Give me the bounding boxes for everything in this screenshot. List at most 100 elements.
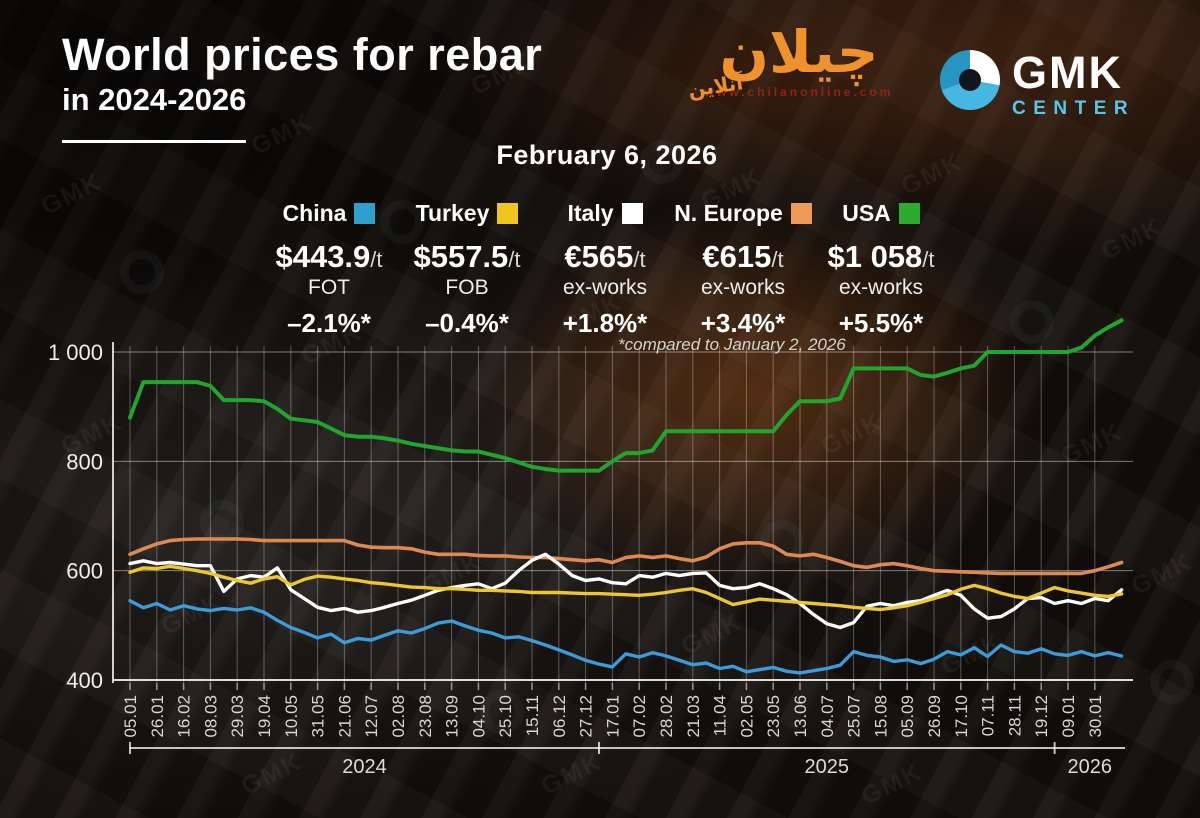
legend-item-n-europe: N. Europe €615/t ex-works +3.4%* [674, 200, 812, 339]
year-label: 2024 [342, 756, 387, 778]
price-value: €615 [702, 239, 772, 274]
x-tick-label: 16.02 [175, 695, 194, 738]
price-unit: /t [370, 247, 383, 272]
x-tick-label: 31.05 [309, 695, 328, 738]
gmk-watermark-ring [760, 520, 804, 564]
gmk-logo-name: GMK [1012, 47, 1123, 98]
price-unit: /t [922, 247, 935, 272]
price-basis: ex-works [838, 276, 923, 299]
x-tick-label: 26.01 [148, 695, 167, 738]
year-label: 2025 [805, 756, 850, 778]
gmk-watermark-ring [1150, 660, 1194, 704]
x-tick-label: 04.10 [469, 695, 488, 738]
gmk-watermark-ring [640, 140, 684, 184]
usa-color-swatch [898, 203, 920, 224]
x-tick-label: 07.11 [979, 695, 998, 736]
price-value: $557.5 [413, 239, 509, 274]
x-tick-label: 25.10 [496, 695, 515, 738]
series-line-china [128, 599, 1124, 675]
x-tick-label: 29.03 [228, 695, 247, 738]
price-unit: /t [508, 247, 521, 272]
country-label: China [282, 200, 347, 226]
gmk-donut-icon [940, 50, 1000, 110]
year-label: 2026 [1068, 756, 1113, 778]
price-change: +1.8%* [562, 308, 648, 338]
y-axis-label: 1 000 [48, 340, 103, 365]
x-tick-label: 13.06 [791, 695, 810, 738]
x-tick-label: 28.02 [657, 695, 676, 738]
x-tick-label: 02.05 [737, 695, 756, 738]
series-line-usa [128, 318, 1124, 473]
comparison-footnote: *compared to January 2, 2026 [618, 335, 846, 354]
x-tick-label: 19.04 [255, 695, 274, 738]
n-europe-color-swatch [790, 203, 812, 224]
price-change: +3.4%* [700, 308, 786, 338]
turkey-color-swatch [497, 203, 519, 224]
price-value: €565 [564, 239, 634, 274]
x-tick-label: 02.08 [389, 695, 408, 738]
country-label: N. Europe [674, 200, 783, 226]
price-basis: FOB [445, 276, 489, 299]
chilan-online-logo: چیلان آنلاین www.chilanonline.com [687, 18, 910, 102]
legend-item-china: China $443.9/t FOT –2.1%* [260, 200, 398, 339]
x-tick-label: 13.09 [443, 695, 462, 738]
gmk-watermark-ring [380, 200, 424, 244]
x-tick-label: 06.12 [550, 695, 569, 738]
series-line-n-europe [128, 537, 1124, 576]
price-change: –0.4%* [425, 308, 509, 338]
series-line-turkey [128, 564, 1124, 612]
country-label: Turkey [415, 200, 490, 226]
price-basis: ex-works [562, 276, 647, 299]
price-basis: ex-works [700, 276, 785, 299]
y-axis-label: 600 [66, 559, 103, 584]
page-title: World prices for rebar in 2024-2026 [62, 30, 542, 118]
x-tick-label: 09.01 [1059, 695, 1078, 738]
x-tick-label: 11.04 [711, 695, 730, 736]
x-tick-label: 23.05 [764, 695, 783, 738]
x-tick-label: 21.03 [684, 695, 703, 738]
chilan-logo-text: چیلان [719, 18, 879, 86]
country-label: USA [842, 200, 891, 226]
title-underline [62, 140, 246, 143]
price-unit: /t [771, 247, 784, 272]
china-color-swatch [354, 203, 376, 224]
price-value: $1 058 [827, 239, 923, 274]
x-tick-label: 23.08 [416, 695, 435, 738]
gmk-watermark-ring [1010, 300, 1054, 344]
series-line-italy [128, 552, 1124, 630]
x-tick-label: 21.06 [335, 695, 354, 738]
title-line1: World prices for rebar [62, 29, 543, 80]
y-axis-label: 400 [66, 668, 103, 693]
price-change: +5.5%* [838, 308, 924, 338]
x-tick-label: 07.02 [630, 695, 649, 738]
x-tick-label: 17.01 [603, 695, 622, 738]
x-tick-label: 05.01 [121, 695, 140, 738]
y-axis-label: 800 [66, 449, 103, 474]
x-tick-label: 10.05 [282, 695, 301, 738]
legend-item-usa: USA $1 058/t ex-works +5.5%* [812, 200, 950, 339]
price-change: –2.1%* [287, 308, 371, 338]
gmk-logo-subname: CENTER [1012, 98, 1136, 119]
title-line2: in 2024-2026 [62, 81, 247, 117]
x-tick-label: 12.07 [362, 695, 381, 738]
x-tick-label: 15.08 [871, 695, 890, 738]
x-tick-label: 28.11 [1005, 695, 1024, 736]
x-tick-label: 26.09 [925, 695, 944, 738]
country-label: Italy [567, 200, 614, 226]
price-unit: /t [633, 247, 646, 272]
x-tick-label: 30.01 [1086, 695, 1105, 738]
legend: China $443.9/t FOT –2.1%* Turkey $557.5/… [260, 200, 950, 339]
legend-item-turkey: Turkey $557.5/t FOB –0.4%* [398, 200, 536, 339]
x-tick-label: 08.03 [201, 695, 220, 738]
x-tick-label: 17.10 [952, 695, 971, 738]
gmk-watermark-ring [480, 690, 524, 734]
chilan-url-text: www.chilanonline.com [704, 84, 894, 99]
x-tick-label: 05.09 [898, 695, 917, 738]
x-tick-label: 15.11 [523, 695, 542, 736]
x-tick-label: 27.12 [577, 695, 596, 738]
legend-item-italy: Italy €565/t ex-works +1.8%* [536, 200, 674, 339]
price-basis: FOT [308, 276, 350, 299]
gmk-center-logo: GMK CENTER [940, 50, 1135, 120]
x-tick-label: 25.07 [845, 695, 864, 738]
